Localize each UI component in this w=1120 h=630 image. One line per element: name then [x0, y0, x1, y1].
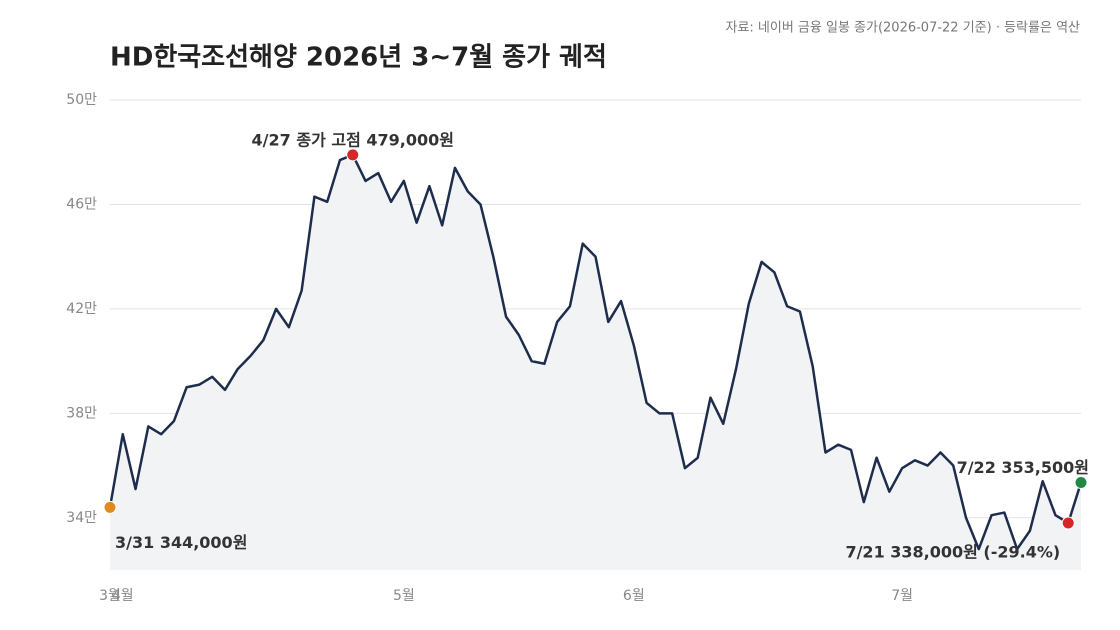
x-tick-label: 5월 [393, 588, 415, 604]
annotation: 7/22 353,500원 [957, 458, 1089, 477]
annotation: 3/31 344,000원 [115, 533, 247, 552]
annotation: 7/21 338,000원 (-29.4%) [845, 543, 1060, 562]
annotation: 4/27 종가 고점 479,000원 [252, 130, 454, 149]
y-tick-label: 34만 [66, 510, 97, 526]
highlight-marker [1074, 476, 1088, 490]
highlight-marker [1061, 516, 1075, 530]
line [108, 153, 1083, 551]
y-tick-label: 38만 [66, 405, 97, 421]
x-tick-label: 3월 [99, 588, 121, 604]
source-note: 자료: 네이버 금융 일봉 종가(2026-07-22 기준) · 등락률은 역… [725, 21, 1080, 36]
y-tick-label: 50만 [66, 92, 97, 108]
y-tick-label: 42만 [66, 301, 97, 317]
area [110, 154, 1081, 571]
y-tick-label: 46만 [66, 196, 97, 212]
x-tick-label: 4월 [112, 588, 134, 604]
x-tick-label: 7월 [891, 588, 913, 604]
highlight-marker [346, 148, 360, 162]
x-tick-label: 6월 [623, 588, 645, 604]
highlight-marker [103, 500, 117, 514]
chart-title: HD한국조선해양 2026년 3~7월 종가 궤적 [110, 43, 607, 73]
